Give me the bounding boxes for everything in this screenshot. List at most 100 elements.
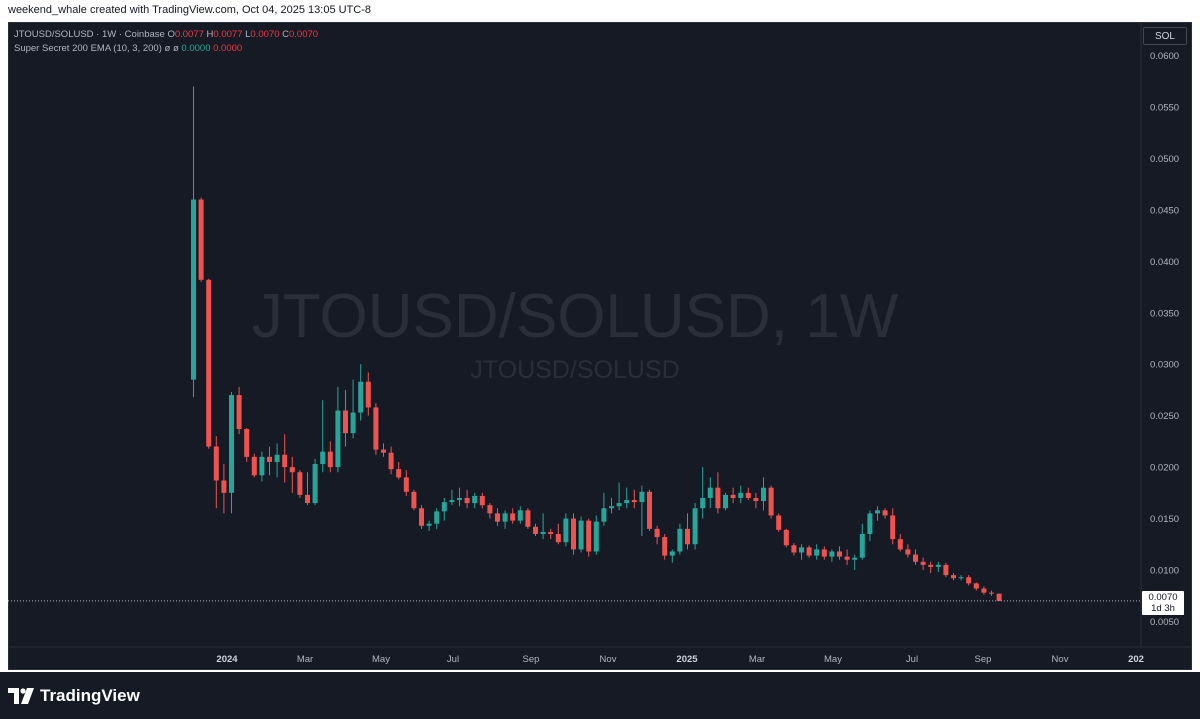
candle	[601, 492, 607, 526]
candle-body	[905, 549, 911, 555]
candle	[335, 386, 341, 473]
y-tick-label: 0.0200	[1150, 463, 1179, 474]
currency-unit-button[interactable]: SOL	[1143, 27, 1187, 45]
candle	[943, 562, 949, 578]
candle-body	[449, 500, 455, 503]
candle-body	[867, 513, 873, 534]
candle-body	[540, 531, 546, 534]
candle	[449, 489, 455, 506]
candle-body	[282, 454, 288, 468]
chart-frame	[8, 22, 1192, 670]
candle-body	[533, 526, 538, 534]
tradingview-logo-icon	[8, 688, 34, 704]
candle	[365, 372, 371, 416]
candle	[852, 554, 858, 570]
candle	[495, 508, 500, 526]
x-tick-label: May	[372, 654, 390, 665]
low-value: 0.0070	[250, 29, 280, 40]
candle-body	[616, 503, 622, 507]
candle	[821, 546, 827, 560]
candle-body	[768, 487, 774, 516]
candle	[844, 549, 850, 565]
candle	[700, 467, 706, 519]
candlestick-chart[interactable]: JTOUSD/SOLUSD, 1W JTOUSD/SOLUSD 0.06000.…	[0, 0, 1200, 672]
candle-body	[563, 518, 569, 543]
candle	[685, 513, 690, 550]
x-tick-label: 2024	[216, 654, 238, 665]
attribution-text: weekend_whale created with TradingView.c…	[8, 4, 371, 16]
candle-body	[403, 477, 409, 492]
candle-body	[738, 492, 744, 498]
watermark-subtitle: JTOUSD/SOLUSD	[470, 356, 679, 384]
candle	[373, 403, 379, 455]
symbol-label[interactable]: JTOUSD/SOLUSD · 1W · Coinbase	[14, 29, 165, 40]
candle	[981, 586, 987, 595]
x-tick-label: Jul	[447, 654, 459, 665]
candle	[274, 443, 280, 478]
x-tick-label: 202	[1128, 654, 1144, 665]
y-tick-label: 0.0350	[1150, 308, 1179, 319]
low-label: L	[245, 29, 251, 40]
time-axis[interactable]: 2024 Mar May Jul Sep Nov 2025 Mar May Jul Sep Nov 20…	[216, 654, 1144, 665]
candle-body	[457, 497, 462, 501]
candle-body	[259, 456, 265, 476]
candle	[388, 446, 394, 475]
indicator-label[interactable]: Super Secret 200 EMA (10, 3, 200)	[14, 43, 162, 54]
candle	[829, 549, 835, 562]
candle	[989, 590, 994, 596]
candle	[244, 427, 250, 462]
candle-body	[464, 497, 470, 504]
candle-body	[935, 564, 941, 567]
candle	[730, 487, 736, 504]
candle	[882, 508, 888, 519]
candle-body	[198, 199, 204, 280]
candle-body	[426, 523, 432, 526]
candle	[472, 492, 478, 509]
candle-body	[928, 564, 934, 567]
candle	[320, 400, 326, 473]
candle	[510, 508, 516, 524]
candle	[669, 549, 675, 563]
candle-body	[578, 520, 584, 550]
tradingview-logo[interactable]: TradingView	[8, 686, 140, 706]
candle-body	[396, 469, 402, 478]
candle	[593, 515, 599, 555]
candle-body	[654, 528, 660, 538]
candle-body	[601, 508, 607, 522]
candles	[191, 86, 1002, 601]
candle-body	[875, 510, 880, 514]
candle	[631, 489, 637, 509]
candle-body	[213, 446, 219, 481]
candle	[799, 544, 804, 560]
candle	[213, 436, 219, 509]
candle-body	[517, 510, 523, 521]
candle-body	[388, 452, 394, 470]
candle-body	[799, 547, 804, 553]
candle	[783, 528, 789, 548]
x-tick-label: Sep	[523, 654, 540, 665]
candle	[457, 487, 462, 507]
candle-body	[358, 381, 364, 413]
candle	[381, 443, 386, 457]
candle-body	[571, 518, 576, 550]
candle-body	[373, 407, 379, 450]
candle	[571, 513, 576, 555]
y-tick-label: 0.0600	[1150, 51, 1179, 62]
candle-body	[692, 508, 698, 545]
price-axis[interactable]: 0.0600 0.0550 0.0500 0.0450 0.0400 0.0350 0.03…	[1150, 51, 1179, 628]
candle-body	[685, 528, 690, 545]
candle	[935, 561, 941, 573]
y-tick-label: 0.0500	[1150, 154, 1179, 165]
candle	[411, 489, 417, 511]
candle-body	[806, 547, 812, 556]
candle	[624, 487, 630, 509]
candle-body	[495, 513, 500, 522]
candle-body	[441, 502, 447, 512]
attribution-bar: weekend_whale created with TradingView.c…	[0, 0, 1200, 22]
x-tick-label: Nov	[600, 654, 617, 665]
x-tick-label: Mar	[749, 654, 765, 665]
legend: JTOUSD/SOLUSD · 1W · Coinbase O0.0077 H0…	[14, 28, 318, 56]
candle-body	[267, 456, 272, 462]
candle	[297, 470, 303, 498]
candle	[525, 508, 531, 529]
